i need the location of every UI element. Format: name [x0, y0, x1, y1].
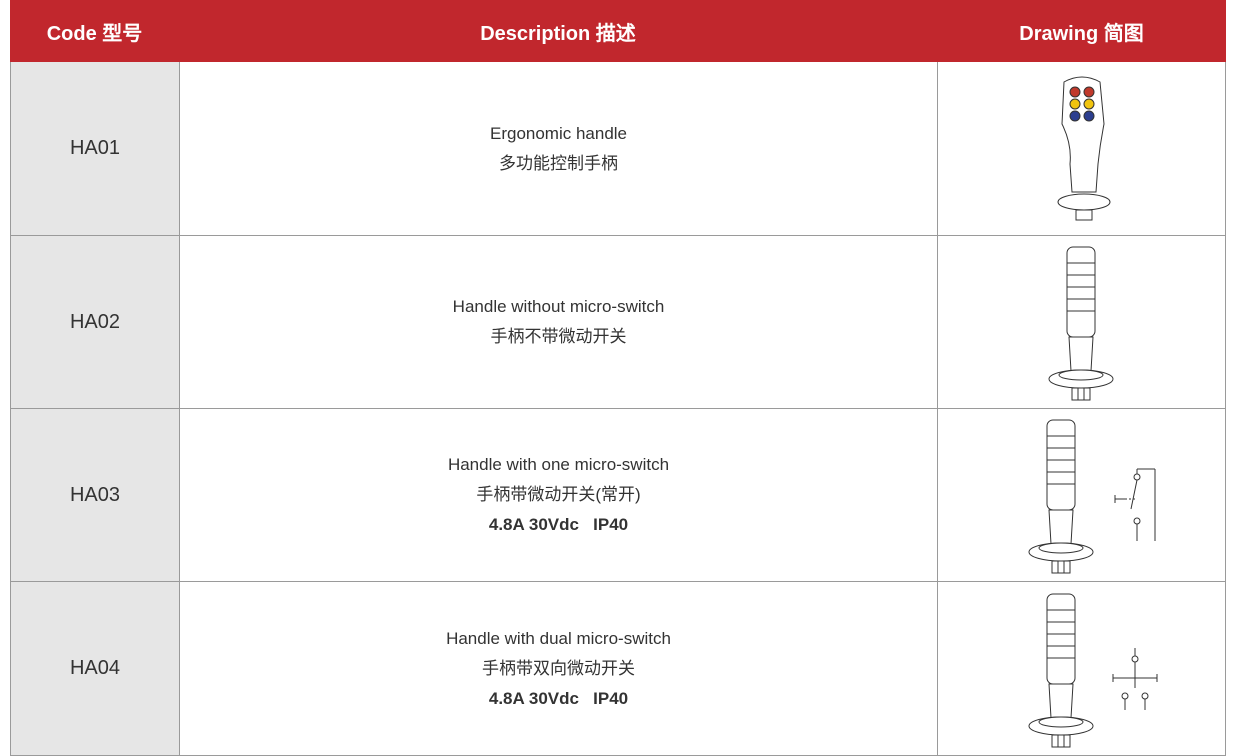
- handle-drawing: [1048, 246, 1113, 401]
- handle-drawing: [1028, 593, 1157, 747]
- code-cell: HA04: [10, 582, 179, 756]
- drawing-cell: [937, 582, 1226, 756]
- drawing-cell: [937, 62, 1226, 236]
- description-cell: Handle with dual micro-switch 手柄带双向微动开关 4.…: [179, 582, 937, 756]
- description-line: 手柄带微动开关(常开): [476, 485, 641, 504]
- spec-line: 4.8A 30Vdc IP40: [488, 688, 629, 708]
- spec-line: 4.8A 30Vdc IP40: [488, 515, 629, 534]
- description-line: 手柄不带微动开关: [490, 327, 627, 346]
- description-line: Handle with dual micro-switch: [446, 628, 671, 648]
- code-cell: HA01: [10, 62, 179, 236]
- drawing-cell: [937, 236, 1226, 409]
- description-cell: Handle with one micro-switch 手柄带微动开关(常开) 4…: [179, 409, 937, 582]
- description-line: Handle without micro-switch: [452, 297, 665, 316]
- description-line: 手柄带双向微动开关: [482, 658, 635, 678]
- handle-drawing: [1057, 76, 1110, 220]
- handle-drawing: [1028, 419, 1155, 574]
- description-cell: Ergonomic handle 多功能控制手柄: [179, 62, 937, 236]
- header-description: Description 描述: [179, 0, 937, 62]
- description-line: 多功能控制手柄: [499, 153, 618, 173]
- drawing-cell: [937, 409, 1226, 582]
- code-cell: HA02: [10, 236, 179, 409]
- description-line: Ergonomic handle: [489, 123, 628, 143]
- header-code: Code 型号: [10, 0, 179, 62]
- header-drawing: Drawing 简图: [937, 0, 1226, 62]
- description-line: Handle with one micro-switch: [447, 455, 670, 474]
- description-cell: Handle without micro-switch 手柄不带微动开关: [179, 236, 937, 409]
- code-cell: HA03: [10, 409, 179, 582]
